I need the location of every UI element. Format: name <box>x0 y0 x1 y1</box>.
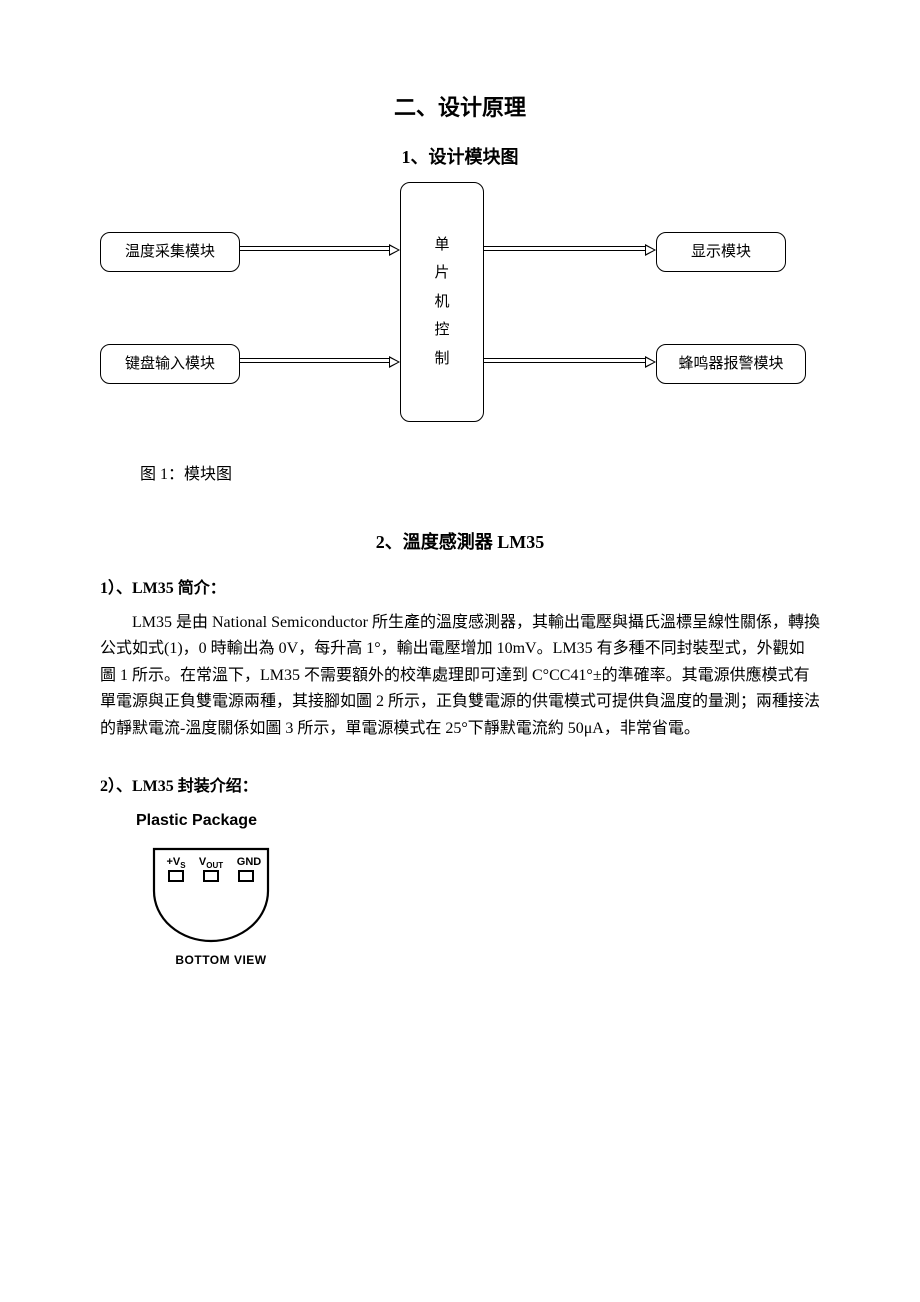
diagram-center-char: 制 <box>434 345 449 374</box>
diagram-box-label: 显示模块 <box>691 240 751 264</box>
diagram-center-box: 单 片 机 控 制 <box>400 182 484 422</box>
package-title: Plastic Package <box>136 808 306 834</box>
diagram-right-bottom-box: 蜂鸣器报警模块 <box>656 344 806 384</box>
subsection-2-title: 2、溫度感測器 LM35 <box>100 528 820 557</box>
figure-1-caption: 图 1：模块图 <box>140 462 820 488</box>
svg-text:+VS: +VS <box>166 856 186 870</box>
section-title: 二、设计原理 <box>100 90 820 125</box>
diagram-box-label: 键盘输入模块 <box>125 352 215 376</box>
subsection-1-title: 1、设计模块图 <box>100 143 820 172</box>
diagram-left-bottom-box: 键盘输入模块 <box>100 344 240 384</box>
package-svg-icon: +VS VOUT GND <box>136 847 286 945</box>
arrow-icon <box>484 356 656 370</box>
paragraph-lm35-intro: LM35 是由 National Semiconductor 所生產的溫度感測器… <box>100 610 820 742</box>
package-bottom-label: BOTTOM VIEW <box>136 951 306 970</box>
pin-label: +V <box>166 856 180 868</box>
pin-label-sub: OUT <box>206 861 223 870</box>
diagram-box-label: 蜂鸣器报警模块 <box>678 352 783 376</box>
arrow-icon <box>240 356 400 370</box>
item-2-title: 2）、LM35 封装介绍： <box>100 774 820 800</box>
pin-label-sub: S <box>180 861 186 870</box>
svg-text:VOUT: VOUT <box>199 856 223 870</box>
block-diagram: 单 片 机 控 制 温度采集模块 键盘输入模块 显示模块 蜂鸣器报警模块 <box>100 182 820 442</box>
pin-label: GND <box>237 856 262 868</box>
diagram-center-char: 单 <box>434 231 449 260</box>
diagram-center-char: 片 <box>434 259 449 288</box>
diagram-center-char: 控 <box>434 316 449 345</box>
diagram-left-top-box: 温度采集模块 <box>100 232 240 272</box>
arrow-icon <box>240 244 400 258</box>
diagram-center-char: 机 <box>434 288 449 317</box>
arrow-icon <box>484 244 656 258</box>
package-figure: Plastic Package +VS VOUT GND BOTTOM VIEW <box>136 808 306 971</box>
item-1-title: 1）、LM35 简介： <box>100 576 820 602</box>
diagram-box-label: 温度采集模块 <box>125 240 215 264</box>
diagram-right-top-box: 显示模块 <box>656 232 786 272</box>
